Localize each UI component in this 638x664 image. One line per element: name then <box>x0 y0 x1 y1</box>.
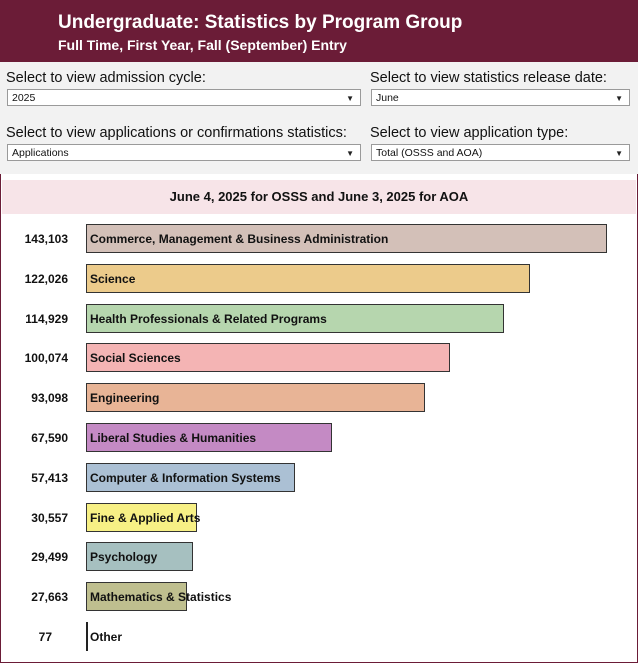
bar-value-label: 100,074 <box>24 351 68 366</box>
page-subtitle: Full Time, First Year, Fall (September) … <box>58 37 347 53</box>
type-select[interactable]: Total (OSSS and AOA) ▼ <box>371 144 630 161</box>
bar[interactable] <box>86 542 193 572</box>
bar-category-label: Mathematics & Statistics <box>90 590 232 605</box>
bar-category-label: Other <box>90 630 123 644</box>
header: Undergraduate: Statistics by Program Gro… <box>0 0 638 62</box>
bar-value-label: 122,026 <box>24 271 68 286</box>
chevron-down-icon: ▼ <box>346 94 354 103</box>
bar-value-label: 114,929 <box>25 311 68 326</box>
bar-value-label: 93,098 <box>31 391 68 406</box>
cycle-select[interactable]: 2025 ▼ <box>7 89 361 106</box>
bar-value-label: 30,557 <box>31 510 68 525</box>
bar[interactable] <box>86 303 504 333</box>
bar-value-label: 29,499 <box>31 550 68 565</box>
bar[interactable] <box>86 343 450 373</box>
bar-category-label: Psychology <box>90 550 158 565</box>
bar-value-label: 67,590 <box>31 431 68 445</box>
release-select-value: June <box>376 92 399 104</box>
stat-select-value: Applications <box>12 147 69 159</box>
stat-label: Select to view applications or confirmat… <box>6 125 347 141</box>
page-title: Undergraduate: Statistics by Program Gro… <box>58 12 463 33</box>
release-date-banner: June 4, 2025 for OSSS and June 3, 2025 f… <box>2 180 636 214</box>
cycle-label: Select to view admission cycle: <box>6 70 206 86</box>
bar[interactable] <box>86 224 607 253</box>
chevron-down-icon: ▼ <box>346 149 354 158</box>
bar-category-label: Social Sciences <box>90 351 181 366</box>
release-label: Select to view statistics release date: <box>370 70 607 86</box>
filter-panel: Select to view admission cycle: 2025 ▼ S… <box>0 62 638 174</box>
bar[interactable] <box>86 462 295 492</box>
chevron-down-icon: ▼ <box>615 94 623 103</box>
release-select[interactable]: June ▼ <box>371 89 630 106</box>
stat-select[interactable]: Applications ▼ <box>7 144 361 161</box>
bar-category-label: Science <box>90 271 136 286</box>
bar-category-label: Fine & Applied Arts <box>90 510 201 525</box>
bar-value-label: 27,663 <box>31 590 68 605</box>
bar-category-label: Engineering <box>90 391 160 406</box>
bar[interactable] <box>86 383 425 413</box>
chevron-down-icon: ▼ <box>615 149 623 158</box>
bar[interactable] <box>86 263 530 293</box>
bar-value-label: 77 <box>38 630 52 644</box>
bar-value-label: 57,413 <box>31 470 68 485</box>
bar[interactable] <box>86 622 88 651</box>
bar[interactable] <box>86 423 332 452</box>
type-label: Select to view application type: <box>370 125 569 141</box>
program-group-bar-chart: 143,103 Commerce, Management & Business A… <box>0 214 638 664</box>
type-select-value: Total (OSSS and AOA) <box>376 147 483 159</box>
bar-category-label: Commerce, Management & Business Administ… <box>90 232 389 246</box>
cycle-select-value: 2025 <box>12 92 36 104</box>
bar-category-label: Computer & Information Systems <box>90 470 281 485</box>
bar-category-label: Health Professionals & Related Programs <box>90 311 327 326</box>
bar-value-label: 143,103 <box>24 232 68 246</box>
bar-category-label: Liberal Studies & Humanities <box>90 431 257 445</box>
bar[interactable] <box>86 582 187 612</box>
bar[interactable] <box>86 502 197 532</box>
